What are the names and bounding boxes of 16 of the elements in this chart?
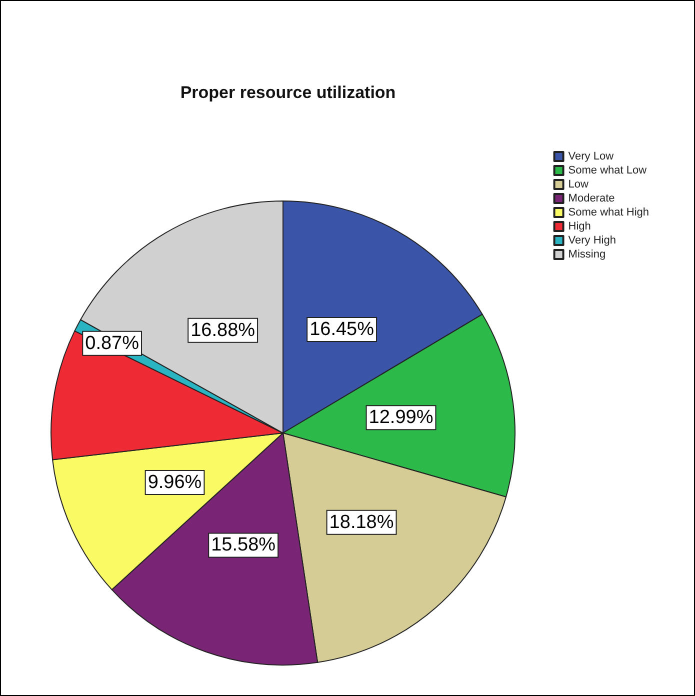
data-label: 12.99% (368, 407, 434, 428)
legend-label: Moderate (568, 192, 615, 204)
legend-label: Very Low (568, 150, 614, 162)
legend-label: High (568, 220, 591, 232)
legend-label: Some what Low (568, 164, 647, 176)
legend-label: Very High (568, 234, 616, 246)
legend-label: Missing (568, 248, 606, 260)
data-label: 9.96% (148, 472, 202, 493)
legend-label: Some what High (568, 206, 650, 218)
chart-title: Proper resource utilization (180, 83, 396, 102)
legend-label: Low (568, 178, 589, 190)
data-label: 15.58% (211, 534, 276, 556)
data-label: 16.45% (310, 319, 374, 340)
data-label: 0.87% (85, 332, 140, 354)
data-label: 18.18% (329, 512, 394, 533)
data-label: 16.88% (190, 320, 256, 341)
